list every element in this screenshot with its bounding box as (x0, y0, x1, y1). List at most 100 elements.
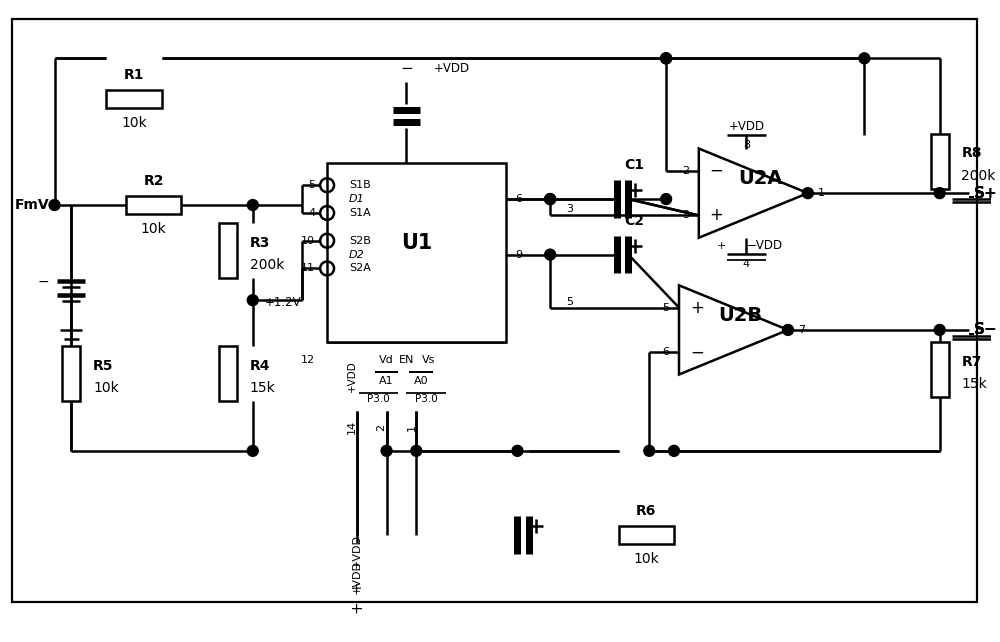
Text: D1: D1 (349, 194, 365, 204)
Bar (619, 526, 674, 544)
Text: S1B: S1B (349, 180, 371, 190)
Text: 8: 8 (743, 139, 750, 150)
Text: S−: S− (973, 322, 997, 338)
Text: C2: C2 (624, 214, 644, 228)
Text: U1: U1 (401, 232, 432, 253)
Text: −: − (400, 61, 413, 76)
Text: +: + (350, 581, 364, 593)
Text: R5: R5 (93, 359, 114, 372)
Text: +: + (690, 299, 704, 317)
Text: 9: 9 (515, 250, 523, 259)
Circle shape (661, 53, 672, 64)
Text: +VDD: +VDD (728, 120, 764, 134)
Circle shape (411, 446, 422, 456)
Bar (126, 196, 181, 214)
Bar (62, 346, 80, 401)
Text: +1.2V: +1.2V (265, 296, 301, 309)
Text: FmV: FmV (15, 198, 50, 212)
Text: 10k: 10k (121, 116, 147, 130)
Text: EN: EN (399, 354, 414, 365)
Text: 10: 10 (301, 236, 315, 246)
Text: +: + (349, 600, 364, 613)
Text: R8: R8 (961, 146, 982, 160)
Text: A1: A1 (379, 376, 394, 386)
Circle shape (49, 200, 60, 211)
Text: 3: 3 (682, 211, 689, 220)
Text: 3: 3 (566, 205, 573, 214)
Text: 4: 4 (308, 208, 315, 218)
Text: +: + (710, 207, 724, 225)
Text: R6: R6 (636, 505, 656, 518)
Text: 2: 2 (682, 166, 689, 176)
Text: D2: D2 (349, 250, 365, 259)
Text: +: + (717, 241, 727, 250)
Text: 5: 5 (308, 180, 315, 190)
Text: 14: 14 (347, 420, 357, 434)
Circle shape (669, 446, 679, 456)
Text: R3: R3 (250, 236, 270, 250)
Text: 10k: 10k (633, 552, 659, 566)
Text: R2: R2 (143, 174, 164, 188)
Text: C1: C1 (624, 159, 644, 173)
Text: 5: 5 (662, 302, 669, 313)
Text: R7: R7 (961, 354, 982, 369)
Circle shape (247, 446, 258, 456)
Text: Vs: Vs (422, 354, 435, 365)
Text: S2B: S2B (349, 236, 371, 246)
Circle shape (934, 324, 945, 335)
Text: 15k: 15k (961, 377, 987, 392)
Circle shape (545, 194, 556, 205)
Circle shape (783, 324, 793, 335)
Text: −VDD: −VDD (746, 239, 783, 252)
Circle shape (661, 53, 672, 64)
Text: P3.0: P3.0 (415, 394, 438, 404)
Text: 12: 12 (301, 354, 315, 365)
Text: S2A: S2A (349, 263, 371, 273)
Text: 2: 2 (377, 424, 387, 431)
Bar (931, 134, 949, 189)
Text: P3.0: P3.0 (367, 394, 390, 404)
Text: +VDD: +VDD (352, 560, 362, 594)
Bar (327, 164, 506, 342)
Text: +VDD: +VDD (352, 534, 362, 568)
Text: 7: 7 (798, 325, 805, 335)
Text: −: − (710, 162, 724, 180)
Text: 11: 11 (301, 263, 315, 273)
Circle shape (661, 194, 672, 205)
Text: 4: 4 (743, 259, 750, 268)
Text: 5: 5 (566, 297, 573, 307)
Text: Vd: Vd (379, 354, 394, 365)
Text: U2B: U2B (718, 306, 763, 325)
Text: +VDD: +VDD (347, 361, 357, 392)
Circle shape (934, 187, 945, 198)
Circle shape (545, 249, 556, 260)
Text: S−: S− (973, 322, 997, 338)
Text: R1: R1 (124, 68, 144, 82)
Bar (219, 223, 237, 279)
Bar (106, 90, 162, 108)
Text: S1A: S1A (349, 208, 371, 218)
Text: −: − (38, 274, 50, 288)
Text: U2A: U2A (738, 169, 783, 187)
Text: 10k: 10k (93, 381, 119, 395)
Circle shape (545, 194, 556, 205)
Text: R4: R4 (250, 359, 270, 372)
Circle shape (247, 295, 258, 306)
Circle shape (802, 187, 813, 198)
Text: 200k: 200k (961, 169, 996, 183)
Circle shape (381, 446, 392, 456)
Polygon shape (679, 285, 788, 374)
Text: S+: S+ (973, 186, 997, 201)
Text: −: − (690, 343, 704, 361)
Circle shape (512, 446, 523, 456)
Text: 200k: 200k (250, 259, 284, 272)
Text: +VDD: +VDD (434, 62, 470, 74)
Text: S+: S+ (973, 186, 997, 201)
Text: 6: 6 (515, 194, 522, 204)
Circle shape (644, 446, 655, 456)
Text: 1: 1 (818, 188, 825, 198)
Bar (931, 342, 949, 397)
Text: A0: A0 (414, 376, 429, 386)
Bar (219, 346, 237, 401)
Circle shape (859, 53, 870, 64)
